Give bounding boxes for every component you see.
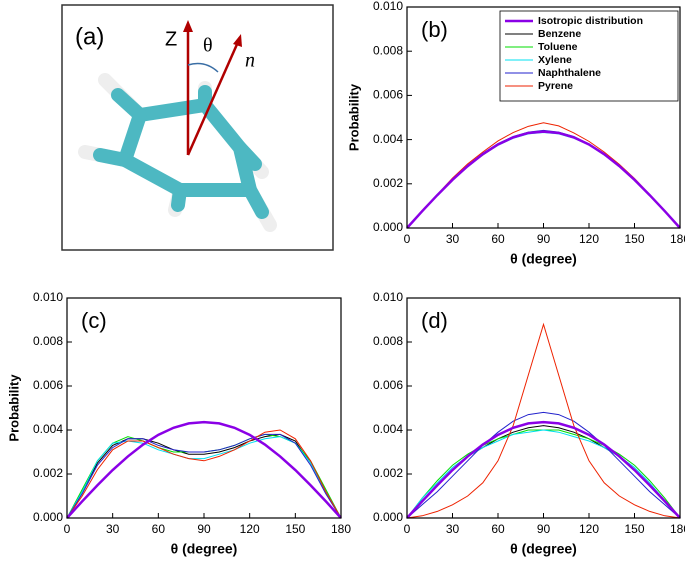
chart-panel: 0 30 60 90 120 150 180 0.000 0.002 0.004 0.006 0.00… xyxy=(346,0,685,267)
panel-label: (b) xyxy=(421,17,448,42)
series-line xyxy=(406,420,681,519)
series-line xyxy=(406,322,681,519)
x-tick-label: 120 xyxy=(579,232,599,246)
y-tick-label: 0.000 xyxy=(373,510,403,524)
x-tick-label: 120 xyxy=(579,522,599,536)
series-line xyxy=(66,433,342,519)
plot-frame xyxy=(66,297,342,519)
y-tick-label: 0.002 xyxy=(373,466,403,480)
x-tick-label: 0 xyxy=(64,522,71,536)
y-tick-label: 0.010 xyxy=(373,0,403,13)
y-tick-label: 0.004 xyxy=(373,132,403,146)
molecule xyxy=(78,73,277,232)
y-tick-label: 0.006 xyxy=(33,378,63,392)
x-axis-title: θ (degree) xyxy=(510,251,577,267)
y-axis-title: Probability xyxy=(6,374,21,442)
y-tick-label: 0.006 xyxy=(373,378,403,392)
x-tick-label: 60 xyxy=(491,232,505,246)
x-tick-label: 150 xyxy=(285,522,305,536)
x-tick-label: 30 xyxy=(446,232,460,246)
y-tick-label: 0.000 xyxy=(373,220,403,234)
legend-label: Xylene xyxy=(538,54,572,66)
y-tick-label: 0.004 xyxy=(373,422,403,436)
x-tick-label: 90 xyxy=(197,522,211,536)
y-tick-label: 0.006 xyxy=(373,88,403,102)
series-line xyxy=(66,436,342,519)
y-tick-label: 0.010 xyxy=(373,290,403,304)
legend-label: Isotropic distribution xyxy=(538,15,643,27)
x-tick-label: 60 xyxy=(491,522,505,536)
y-tick-label: 0.010 xyxy=(33,290,63,304)
legend-label: Benzene xyxy=(538,28,581,40)
y-tick-label: 0.002 xyxy=(373,176,403,190)
y-tick-label: 0.008 xyxy=(33,334,63,348)
series-line xyxy=(406,131,681,229)
panel-label: (a) xyxy=(75,23,104,50)
plot-frame xyxy=(406,297,681,519)
x-tick-label: 180 xyxy=(670,522,685,536)
legend-label: Naphthalene xyxy=(538,67,601,79)
series-line xyxy=(66,433,342,519)
x-tick-label: 0 xyxy=(404,232,411,246)
legend-label: Toluene xyxy=(538,41,578,53)
z-label: Z xyxy=(165,28,177,50)
series-line xyxy=(406,122,681,229)
theta-label: θ xyxy=(203,35,213,57)
x-axis-title: θ (degree) xyxy=(171,541,238,557)
x-tick-label: 0 xyxy=(404,522,411,536)
chart-panel: 0 30 60 90 120 150 180 0.000 0.002 0.004 0.006 0.00… xyxy=(6,290,351,557)
molecule-panel: (a) Z θ n⃗ xyxy=(61,4,334,251)
y-tick-label: 0.008 xyxy=(373,334,403,348)
x-tick-label: 60 xyxy=(152,522,166,536)
x-tick-label: 30 xyxy=(106,522,120,536)
x-tick-label: 150 xyxy=(624,522,644,536)
series-line xyxy=(406,130,681,229)
series-line xyxy=(66,429,342,519)
series-line xyxy=(406,411,681,519)
x-tick-label: 90 xyxy=(537,232,551,246)
series-line xyxy=(406,129,681,229)
y-tick-label: 0.000 xyxy=(33,510,63,524)
x-axis-title: θ (degree) xyxy=(510,541,577,557)
y-tick-label: 0.008 xyxy=(373,43,403,57)
x-tick-label: 120 xyxy=(240,522,260,536)
x-tick-label: 30 xyxy=(446,522,460,536)
axes-arrows xyxy=(183,20,242,156)
y-tick-label: 0.004 xyxy=(33,422,63,436)
plot-frame xyxy=(406,6,681,229)
x-tick-label: 180 xyxy=(331,522,351,536)
panel-label: (d) xyxy=(421,308,448,333)
n-label: n⃗ xyxy=(245,50,271,72)
panel-frame xyxy=(61,4,334,251)
series-line xyxy=(406,130,681,229)
y-tick-label: 0.002 xyxy=(33,466,63,480)
series-line xyxy=(406,132,681,229)
chart-panel: 0 30 60 90 120 150 180 0.000 0.002 0.004 0.006 0.00… xyxy=(373,290,685,557)
x-tick-label: 150 xyxy=(624,232,644,246)
x-tick-label: 180 xyxy=(670,232,685,246)
x-tick-label: 90 xyxy=(537,522,551,536)
y-axis-title: Probability xyxy=(346,83,361,151)
series-line xyxy=(66,420,342,519)
series-line xyxy=(406,429,681,519)
panel-label: (c) xyxy=(81,308,107,333)
legend-label: Pyrene xyxy=(538,80,573,92)
